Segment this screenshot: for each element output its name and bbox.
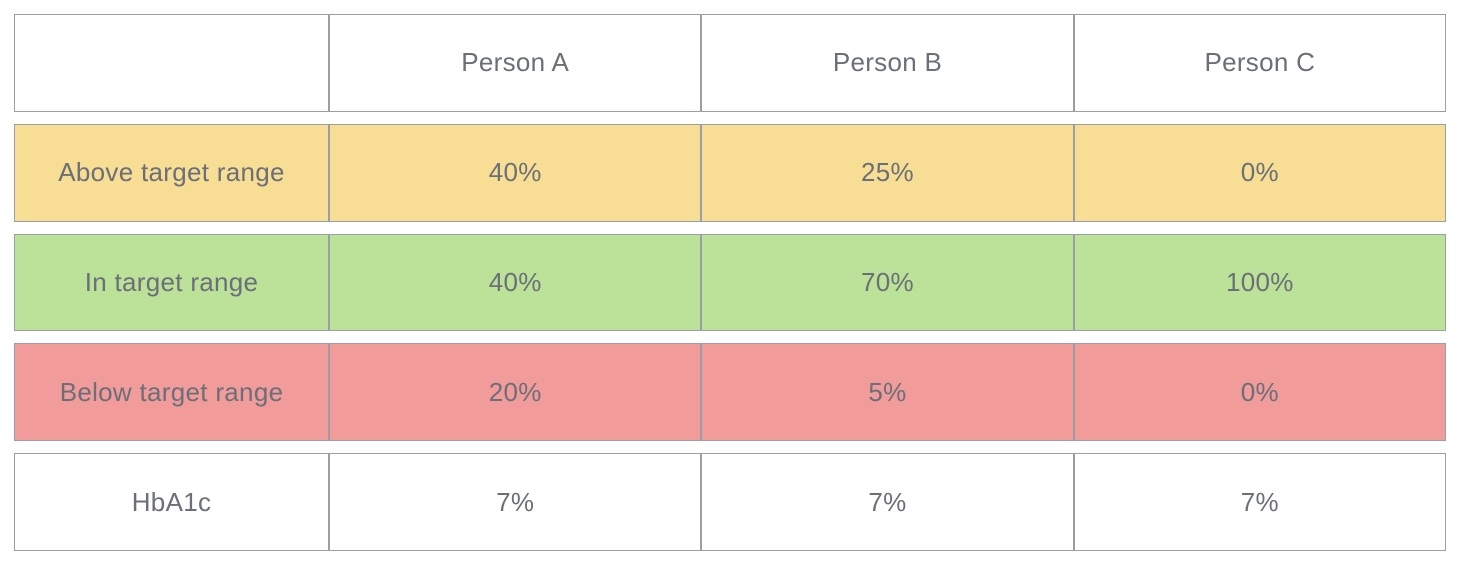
cell: 7% (329, 453, 701, 551)
cell: 70% (701, 234, 1073, 332)
cell: 100% (1074, 234, 1446, 332)
cell: 0% (1074, 343, 1446, 441)
table-row: Below target range 20% 5% 0% (14, 343, 1446, 441)
cell: 25% (701, 124, 1073, 222)
row-label: HbA1c (14, 453, 329, 551)
table-row: In target range 40% 70% 100% (14, 234, 1446, 332)
header-blank (14, 14, 329, 112)
row-label: Above target range (14, 124, 329, 222)
table-row: Above target range 40% 25% 0% (14, 124, 1446, 222)
cell: 40% (329, 124, 701, 222)
target-range-table: Person A Person B Person C Above target … (14, 14, 1446, 551)
table-header-row: Person A Person B Person C (14, 14, 1446, 112)
table-container: Person A Person B Person C Above target … (0, 0, 1460, 565)
cell: 20% (329, 343, 701, 441)
cell: 5% (701, 343, 1073, 441)
cell: 7% (1074, 453, 1446, 551)
header-person-a: Person A (329, 14, 701, 112)
row-label: In target range (14, 234, 329, 332)
header-person-b: Person B (701, 14, 1073, 112)
table-row: HbA1c 7% 7% 7% (14, 453, 1446, 551)
cell: 0% (1074, 124, 1446, 222)
cell: 7% (701, 453, 1073, 551)
cell: 40% (329, 234, 701, 332)
row-label: Below target range (14, 343, 329, 441)
header-person-c: Person C (1074, 14, 1446, 112)
